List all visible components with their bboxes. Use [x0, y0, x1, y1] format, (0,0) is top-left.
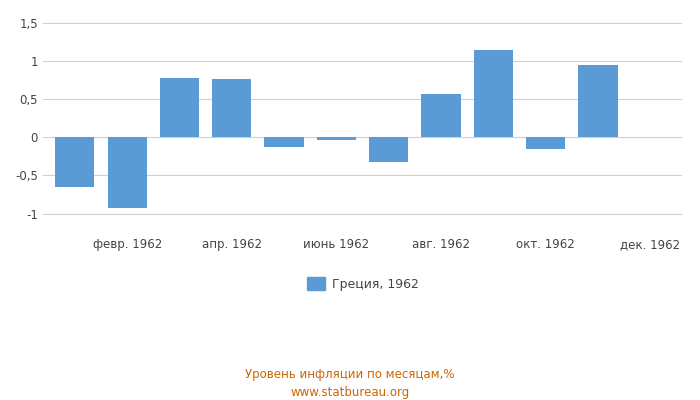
Bar — [526, 137, 565, 149]
Text: www.statbureau.org: www.statbureau.org — [290, 386, 410, 399]
Bar — [108, 137, 147, 208]
Bar — [55, 137, 94, 187]
Text: Уровень инфляции по месяцам,%: Уровень инфляции по месяцам,% — [245, 368, 455, 381]
Bar — [265, 137, 304, 147]
Bar — [160, 78, 199, 137]
Bar — [578, 65, 617, 137]
Bar — [474, 50, 513, 137]
Legend: Греция, 1962: Греция, 1962 — [302, 272, 424, 296]
Bar — [317, 137, 356, 140]
Bar — [369, 137, 408, 162]
Bar — [212, 79, 251, 137]
Bar — [421, 94, 461, 137]
